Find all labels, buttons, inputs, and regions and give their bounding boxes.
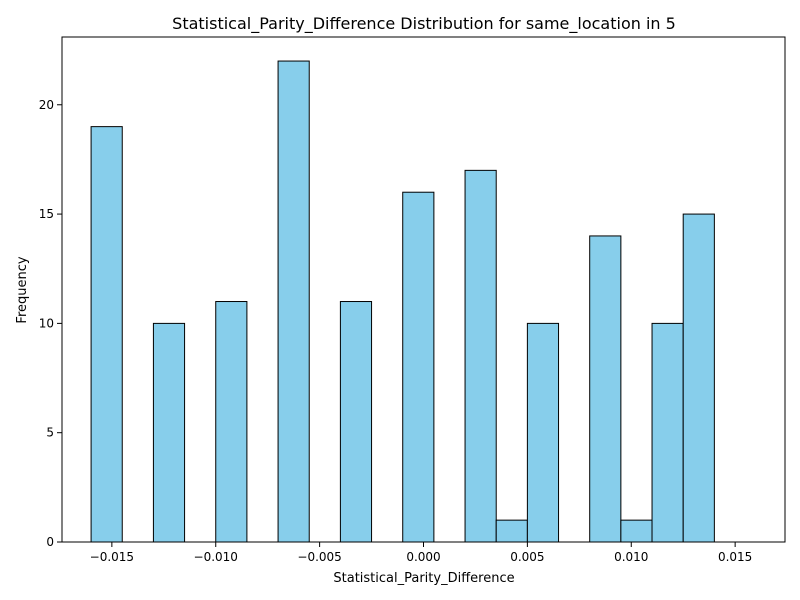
y-tick-label: 0 (46, 535, 54, 549)
chart-title: Statistical_Parity_Difference Distributi… (172, 14, 676, 34)
x-tick-label: −0.015 (90, 550, 134, 564)
histogram-bar-16 (589, 235, 622, 543)
y-tick-label: 10 (39, 316, 54, 330)
x-tick-label: 0.010 (614, 550, 648, 564)
histogram-bar-18 (651, 322, 684, 543)
x-tick-label: −0.005 (297, 550, 341, 564)
histogram-bar-0 (90, 126, 123, 543)
histogram-bar-4 (215, 301, 248, 543)
y-axis: 0 5 10 15 20 (39, 98, 62, 549)
x-tick-label: −0.010 (194, 550, 238, 564)
x-tick-label: 0.015 (718, 550, 752, 564)
x-tick-label: 0.000 (406, 550, 440, 564)
histogram-bar-14 (526, 322, 560, 543)
y-tick-label: 15 (39, 207, 54, 221)
y-tick-label: 5 (46, 426, 54, 440)
x-axis-label: Statistical_Parity_Difference (333, 571, 514, 586)
histogram-bar-19 (682, 213, 715, 543)
histogram-bar-17 (620, 519, 653, 543)
histogram-bar-10 (402, 191, 435, 543)
y-axis-label: Frequency (15, 256, 30, 323)
histogram-bar-2 (152, 322, 186, 543)
plot-frame (61, 36, 786, 543)
histogram-bar-6 (277, 60, 310, 543)
x-tick-label: 0.005 (510, 550, 544, 564)
histogram-bar-13 (495, 519, 528, 543)
histogram-bar-12 (464, 169, 497, 543)
x-axis: −0.015 −0.010 −0.005 0.000 0.005 0.010 0.015 (90, 542, 752, 564)
bars-group (90, 60, 715, 543)
histogram-bar-8 (339, 301, 373, 543)
y-tick-label: 20 (39, 98, 54, 112)
